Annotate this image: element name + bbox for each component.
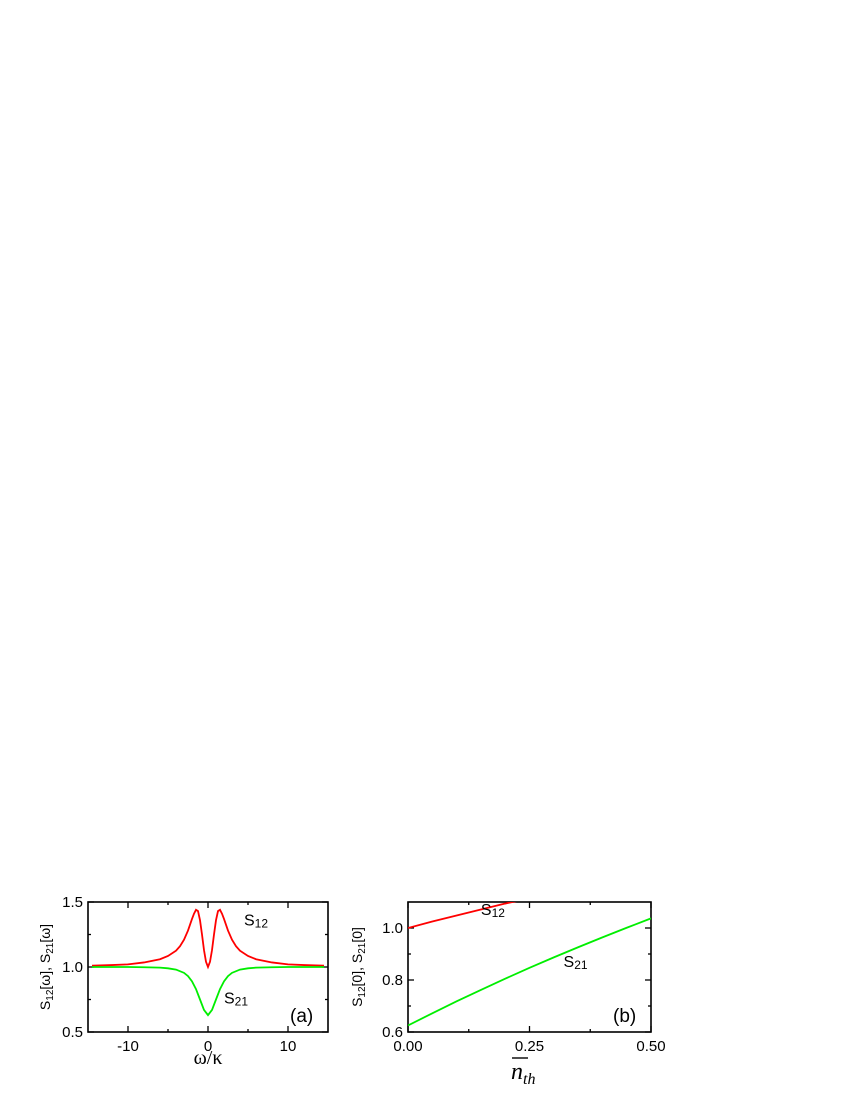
panel-a: -10 0 10 0.5 1.0 1.5 S12 S21 S12[ω], S21[ω] ω/κ… [37,894,329,1069]
panel-a-x-axis-title: ω/κ [194,1047,223,1069]
series-annotation: S12 [481,902,505,920]
series-annotation: S12 [244,912,268,930]
series-annotation: S21 [564,954,588,972]
y-tick-label: 0.5 [62,1024,83,1041]
series-line-s21 [408,917,651,1027]
series-line-s12 [91,908,325,970]
panel-a-curves [91,908,325,1017]
series-annotation: S21 [224,990,248,1008]
panel-a-ticks [88,901,328,1033]
x-tick-label: 0.25 [515,1038,544,1055]
y-tick-label: 1.0 [382,920,403,937]
panel-b-x-axis-title: nth [511,1057,535,1088]
n-symbol: nth [511,1059,535,1088]
panel-b-label: (b) [613,1006,636,1027]
panel-a-tick-labels: -10 0 10 0.5 1.0 1.5 S12 S21 [62,894,296,1055]
series-line-s12 [408,902,517,929]
panel-b-curves [408,902,651,1027]
panel-b-tick-labels: 0.00 0.25 0.50 0.6 0.8 1.0 S12 S21 [382,902,665,1055]
y-tick-label: 1.5 [62,894,83,911]
panel-b-y-axis-title: S12[0], S21[0] [349,927,368,1007]
panel-b: 0.00 0.25 0.50 0.6 0.8 1.0 S12 S21 S12[0], S21[… [349,901,666,1088]
x-tick-label: 0 [204,1038,212,1055]
series-line-s21 [92,966,324,1017]
x-tick-label: 10 [280,1038,297,1055]
y-tick-label: 0.6 [382,1024,403,1041]
x-tick-label: 0.00 [393,1038,422,1055]
x-tick-label: 0.50 [636,1038,665,1055]
panel-b-ticks [407,902,652,1033]
panel-a-y-axis-title: S12[ω], S21[ω] [37,924,56,1010]
y-tick-label: 0.8 [382,972,403,989]
panel-a-label: (a) [290,1006,313,1027]
y-tick-label: 1.0 [62,959,83,976]
x-tick-label: -10 [117,1038,139,1055]
